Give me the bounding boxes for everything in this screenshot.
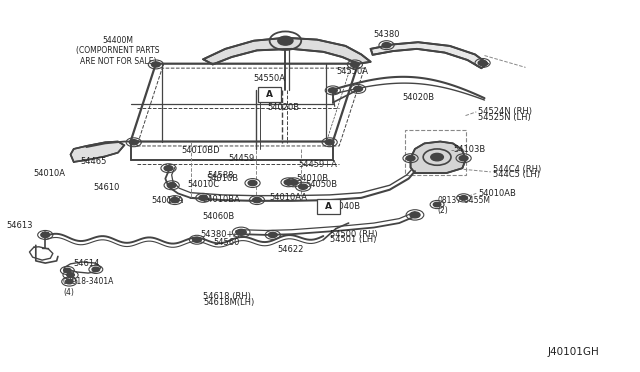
Circle shape [248, 180, 257, 186]
Text: 544C4 (RH): 544C4 (RH) [493, 165, 541, 174]
Circle shape [65, 279, 73, 284]
Circle shape [63, 268, 71, 273]
Text: 54010AA: 54010AA [269, 193, 308, 202]
Circle shape [253, 198, 261, 203]
Text: 54524N (RH): 54524N (RH) [478, 108, 532, 116]
Circle shape [325, 140, 334, 145]
Text: 54525N (LH): 54525N (LH) [478, 113, 531, 122]
Text: 54010C: 54010C [188, 180, 220, 189]
Text: 54610: 54610 [93, 183, 120, 192]
Text: 544C5 (LH): 544C5 (LH) [493, 170, 540, 179]
Circle shape [459, 155, 468, 161]
Text: 54588: 54588 [207, 171, 234, 180]
Circle shape [328, 88, 337, 93]
Text: 54040B: 54040B [328, 202, 360, 211]
Text: 54020B: 54020B [267, 103, 300, 112]
Text: 54060B: 54060B [202, 212, 234, 221]
Circle shape [460, 196, 467, 200]
Text: 54010A: 54010A [152, 196, 184, 205]
Circle shape [433, 202, 441, 207]
FancyBboxPatch shape [258, 87, 281, 102]
Text: 54020B: 54020B [403, 93, 435, 102]
Circle shape [193, 237, 202, 242]
Text: 54465: 54465 [81, 157, 108, 166]
Bar [406, 131, 465, 175]
Text: 54614: 54614 [74, 259, 100, 267]
Text: 54560: 54560 [214, 238, 240, 247]
Polygon shape [371, 42, 488, 68]
Text: 08137-0455M
(2): 08137-0455M (2) [437, 196, 490, 215]
Text: 54010BA: 54010BA [202, 195, 240, 204]
Circle shape [67, 273, 74, 277]
Text: 54050B: 54050B [306, 180, 338, 189]
Text: 54380+A: 54380+A [201, 230, 240, 240]
Circle shape [278, 36, 293, 45]
FancyBboxPatch shape [317, 199, 340, 214]
Circle shape [410, 212, 420, 218]
Circle shape [351, 62, 359, 67]
Circle shape [299, 184, 308, 189]
Circle shape [167, 183, 176, 188]
Text: 54618M(LH): 54618M(LH) [204, 298, 255, 307]
Text: 54500 (RH): 54500 (RH) [330, 230, 377, 239]
Polygon shape [70, 141, 124, 162]
Circle shape [236, 230, 246, 235]
Circle shape [382, 42, 391, 48]
Circle shape [406, 155, 415, 161]
Circle shape [92, 267, 100, 272]
Text: 54550A: 54550A [253, 74, 285, 83]
Circle shape [129, 140, 138, 145]
Text: 54010B: 54010B [206, 174, 238, 183]
Text: 54400M
(COMPORNENT PARTS
ARE NOT FOR SALE): 54400M (COMPORNENT PARTS ARE NOT FOR SAL… [76, 36, 160, 65]
Text: 54103B: 54103B [453, 145, 485, 154]
Text: 54380: 54380 [373, 30, 400, 39]
Circle shape [152, 62, 160, 67]
Circle shape [170, 198, 179, 203]
Text: 54618 (RH): 54618 (RH) [204, 292, 251, 301]
Text: 54459+A: 54459+A [298, 160, 337, 169]
Text: 54613: 54613 [6, 221, 33, 230]
Text: 54010BD: 54010BD [181, 146, 220, 155]
Circle shape [431, 153, 444, 161]
Text: 54010AB: 54010AB [478, 189, 516, 198]
Circle shape [199, 195, 208, 201]
Text: 54501 (LH): 54501 (LH) [330, 235, 376, 244]
Circle shape [354, 86, 362, 92]
Text: J40101GH: J40101GH [547, 347, 599, 357]
Text: 08918-3401A
(4): 08918-3401A (4) [63, 277, 115, 296]
Text: 54010A: 54010A [33, 169, 65, 177]
Circle shape [284, 180, 293, 185]
Text: A: A [325, 202, 332, 211]
Circle shape [41, 232, 50, 237]
Polygon shape [204, 38, 371, 64]
Circle shape [268, 232, 277, 237]
Circle shape [289, 180, 298, 185]
Text: A: A [266, 90, 273, 99]
Circle shape [478, 60, 487, 65]
Circle shape [164, 166, 173, 171]
Text: 54622: 54622 [278, 245, 304, 254]
Text: 54459: 54459 [229, 154, 255, 163]
Text: 54010B: 54010B [297, 174, 329, 183]
Text: 54550A: 54550A [336, 67, 368, 76]
Polygon shape [410, 141, 465, 173]
